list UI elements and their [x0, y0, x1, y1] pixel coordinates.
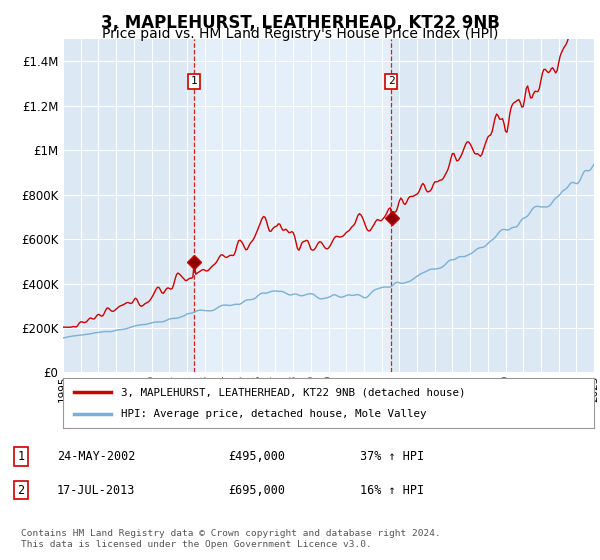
- Text: 3, MAPLEHURST, LEATHERHEAD, KT22 9NB (detached house): 3, MAPLEHURST, LEATHERHEAD, KT22 9NB (de…: [121, 387, 466, 397]
- Text: £495,000: £495,000: [228, 450, 285, 463]
- Text: 16% ↑ HPI: 16% ↑ HPI: [360, 483, 424, 497]
- Bar: [194, 39, 391, 372]
- Text: 3, MAPLEHURST, LEATHERHEAD, KT22 9NB: 3, MAPLEHURST, LEATHERHEAD, KT22 9NB: [101, 14, 499, 32]
- Text: 17-JUL-2013: 17-JUL-2013: [57, 483, 136, 497]
- Text: Price paid vs. HM Land Registry's House Price Index (HPI): Price paid vs. HM Land Registry's House …: [102, 27, 498, 41]
- Text: 2: 2: [17, 483, 25, 497]
- Text: 2: 2: [388, 76, 395, 86]
- Text: 1: 1: [17, 450, 25, 463]
- Text: 24-MAY-2002: 24-MAY-2002: [57, 450, 136, 463]
- Text: HPI: Average price, detached house, Mole Valley: HPI: Average price, detached house, Mole…: [121, 409, 427, 419]
- Text: £695,000: £695,000: [228, 483, 285, 497]
- Text: 37% ↑ HPI: 37% ↑ HPI: [360, 450, 424, 463]
- Text: 1: 1: [191, 76, 197, 86]
- Text: Contains HM Land Registry data © Crown copyright and database right 2024.
This d: Contains HM Land Registry data © Crown c…: [21, 529, 441, 549]
